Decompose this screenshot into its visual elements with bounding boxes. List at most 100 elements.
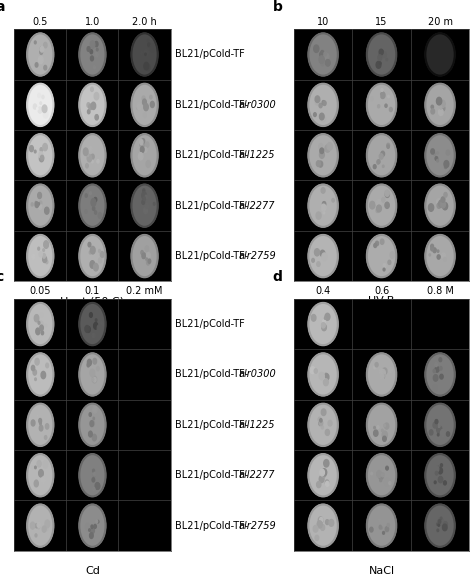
Circle shape [383,368,387,374]
Circle shape [45,207,49,214]
Circle shape [46,363,48,368]
Circle shape [142,139,145,144]
Circle shape [318,323,321,328]
Text: a: a [0,0,5,14]
Circle shape [386,466,388,470]
Circle shape [94,197,97,202]
Circle shape [37,415,40,420]
Circle shape [431,247,433,251]
Circle shape [444,522,447,527]
Circle shape [323,212,325,214]
Circle shape [441,201,446,208]
Circle shape [433,422,437,428]
Circle shape [367,185,396,227]
Circle shape [323,379,328,386]
Circle shape [309,84,338,126]
Circle shape [310,367,315,374]
Circle shape [385,190,389,196]
Circle shape [440,106,442,109]
Circle shape [27,353,54,396]
Circle shape [147,40,149,42]
Circle shape [325,145,330,152]
Circle shape [79,505,106,547]
Text: alr0300: alr0300 [238,100,276,110]
Circle shape [40,47,42,50]
Circle shape [36,328,40,335]
Circle shape [322,324,327,331]
Circle shape [40,325,43,331]
Circle shape [437,426,442,434]
Circle shape [438,518,444,526]
Circle shape [387,144,390,147]
Circle shape [377,471,382,478]
Circle shape [387,523,389,527]
Circle shape [314,369,317,373]
Circle shape [34,481,38,487]
Circle shape [40,422,41,425]
Circle shape [375,363,378,367]
Circle shape [41,372,46,379]
Circle shape [27,404,54,446]
Circle shape [42,96,44,98]
Circle shape [90,313,92,318]
Circle shape [319,421,322,425]
Circle shape [40,148,43,152]
Circle shape [384,478,390,486]
Circle shape [367,235,396,277]
Circle shape [44,42,47,48]
Circle shape [100,251,104,257]
Circle shape [433,248,436,253]
Circle shape [140,141,145,148]
Circle shape [329,519,334,526]
Circle shape [27,134,54,176]
Circle shape [438,434,439,436]
Text: 0.4: 0.4 [316,287,331,297]
Circle shape [46,527,48,531]
Circle shape [142,253,145,258]
Circle shape [382,431,387,438]
Circle shape [79,134,106,176]
Circle shape [89,431,92,437]
Circle shape [43,144,47,151]
Circle shape [29,145,33,152]
Text: all2277: all2277 [238,470,275,481]
Circle shape [40,102,42,104]
Circle shape [322,202,326,206]
Circle shape [374,165,376,169]
Circle shape [435,471,438,475]
Circle shape [27,185,54,227]
Text: 2.0 h: 2.0 h [132,17,157,27]
Circle shape [374,430,378,437]
Circle shape [79,33,106,76]
Circle shape [326,482,329,486]
Circle shape [325,314,330,321]
Circle shape [385,527,389,532]
Circle shape [319,151,324,158]
Circle shape [95,211,97,214]
Circle shape [439,366,442,370]
Circle shape [324,373,328,379]
Circle shape [39,152,43,158]
Circle shape [317,262,320,267]
Circle shape [425,134,455,176]
Circle shape [38,247,39,250]
Circle shape [320,250,325,257]
Circle shape [315,98,320,105]
Circle shape [88,110,90,114]
Circle shape [36,480,37,483]
Circle shape [99,423,103,430]
Circle shape [96,483,100,489]
Circle shape [79,353,106,396]
Circle shape [435,363,438,367]
Circle shape [87,155,91,162]
Circle shape [89,529,90,532]
Circle shape [438,476,443,483]
Circle shape [35,202,36,203]
Circle shape [91,154,94,159]
Circle shape [90,50,92,54]
Circle shape [34,385,36,390]
Circle shape [137,105,140,110]
Circle shape [425,33,455,76]
Text: all2277: all2277 [238,200,275,211]
Circle shape [150,96,152,99]
